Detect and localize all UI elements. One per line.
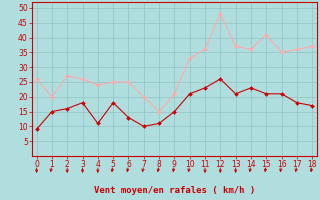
X-axis label: Vent moyen/en rafales ( km/h ): Vent moyen/en rafales ( km/h ) bbox=[94, 186, 255, 195]
